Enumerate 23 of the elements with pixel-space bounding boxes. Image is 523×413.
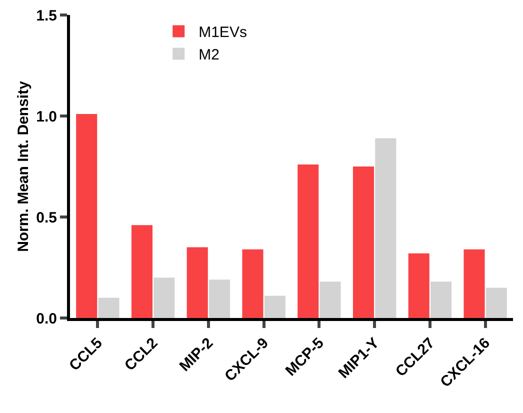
bar bbox=[186, 247, 208, 318]
bar bbox=[464, 249, 485, 318]
y-tick-label: 1.0 bbox=[36, 108, 57, 126]
bar bbox=[486, 288, 507, 318]
bar bbox=[208, 280, 230, 318]
bar bbox=[264, 296, 286, 318]
legend-label: M1EVs bbox=[198, 24, 247, 42]
bar bbox=[375, 138, 396, 318]
bar bbox=[352, 166, 374, 318]
bar bbox=[131, 225, 153, 318]
bar bbox=[320, 282, 341, 318]
legend-label: M2 bbox=[198, 46, 220, 64]
bar bbox=[430, 282, 452, 318]
bar bbox=[408, 253, 430, 318]
bar bbox=[76, 114, 98, 318]
bar bbox=[298, 164, 319, 318]
y-axis-title: Norm. Mean Int. Density bbox=[15, 80, 32, 252]
bar bbox=[242, 249, 264, 318]
y-tick-label: 0.0 bbox=[36, 310, 57, 328]
y-tick-label: 0.5 bbox=[36, 209, 57, 226]
bar bbox=[154, 278, 175, 318]
y-tick-label: 1.5 bbox=[36, 7, 57, 24]
bar bbox=[98, 298, 120, 318]
